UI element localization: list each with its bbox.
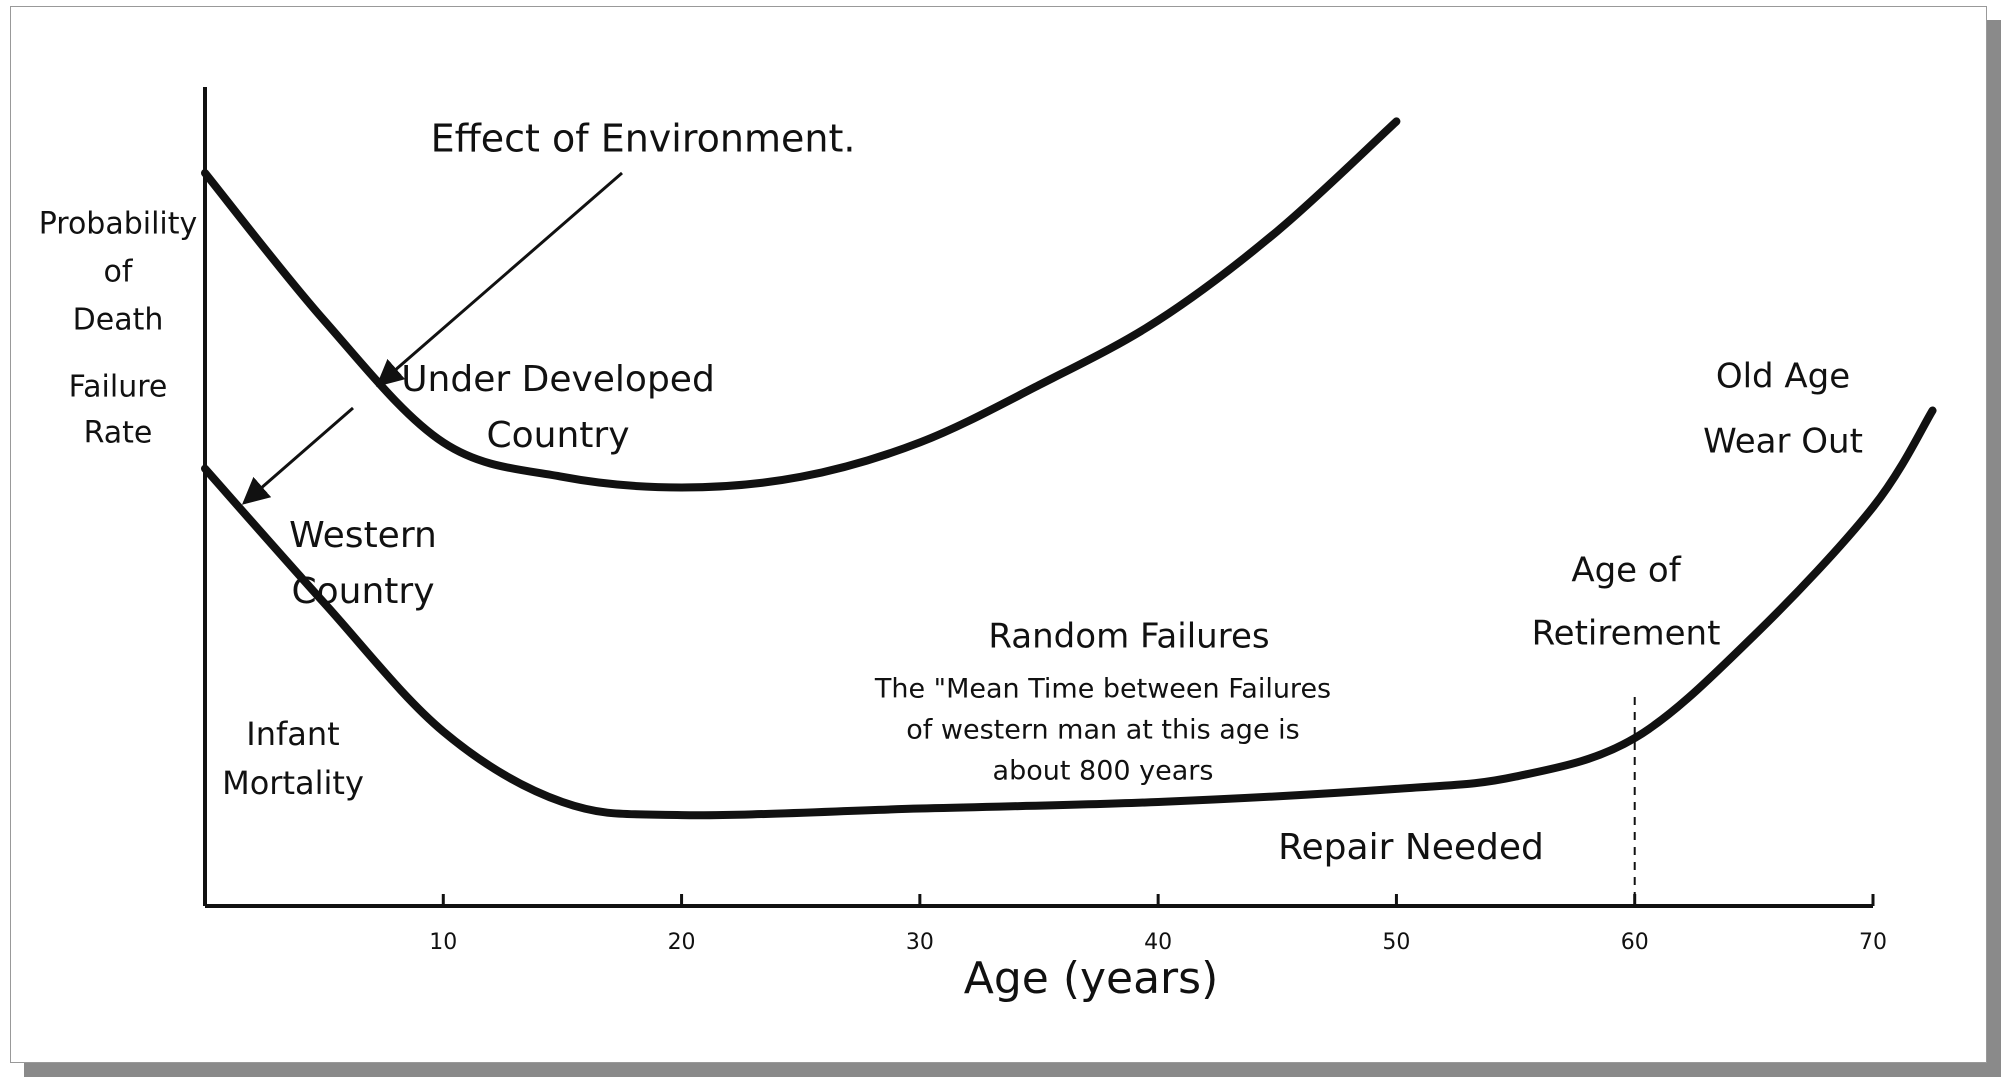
x-tick-label: 70	[1859, 930, 1887, 955]
annotation: Mortality	[222, 764, 364, 802]
x-tick-label: 10	[429, 930, 457, 955]
y-axis-label: Rate	[84, 416, 153, 451]
annotation: The "Mean Time between Failures	[874, 674, 1331, 705]
x-tick-label: 30	[906, 930, 934, 955]
curve-label: Under Developed Country	[378, 352, 738, 464]
y-axis-label: of	[104, 255, 134, 290]
x-tick-label: 40	[1144, 930, 1172, 955]
x-tick-label: 20	[668, 930, 696, 955]
x-tick-label: 60	[1621, 930, 1649, 955]
annotation: Effect of Environment.	[431, 117, 856, 161]
y-axis-label: Failure	[69, 370, 168, 405]
curve-label: Western Country	[248, 508, 478, 620]
annotation: Retirement	[1532, 614, 1721, 654]
annotation: of western man at this age is	[906, 715, 1299, 746]
page: Age (years) 10 20 30 40 50 60 70 Probability of D…	[0, 0, 2012, 1089]
annotation: about 800 years	[993, 756, 1214, 787]
annotation: Wear Out	[1703, 422, 1863, 462]
annotation: Random Failures	[988, 617, 1269, 657]
arrow	[244, 408, 353, 503]
annotation: Repair Needed	[1278, 827, 1544, 868]
x-tick-label: 50	[1382, 930, 1410, 955]
y-axis-label: Death	[73, 303, 164, 338]
y-axis-label: Probability	[39, 207, 198, 242]
annotation: Age of	[1571, 551, 1681, 591]
annotation: Old Age	[1716, 357, 1850, 397]
annotation: Infant	[246, 715, 339, 753]
x-axis-label: Age (years)	[964, 953, 1219, 1004]
